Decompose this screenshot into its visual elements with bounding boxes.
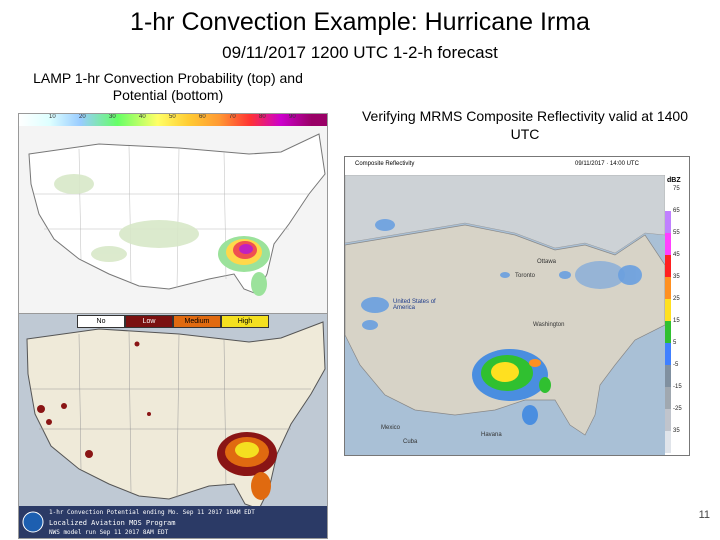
- potential-footer-title: 1-hr Convection Potential ending Mo. Sep…: [49, 509, 255, 516]
- caption-lamp: LAMP 1-hr Convection Probability (top) a…: [33, 70, 303, 103]
- dbz-scale-step: 35: [665, 428, 689, 453]
- category-high: High: [221, 315, 269, 328]
- probability-color-legend: [19, 114, 327, 126]
- dbz-scale-step: -5: [665, 362, 689, 387]
- dbz-scale-label: -25: [673, 406, 682, 412]
- place-toronto: Toronto: [515, 273, 536, 279]
- potential-footer-run: NWS model run Sep 11 2017 8AM EDT: [49, 529, 169, 536]
- us-map-bottom: [19, 314, 327, 538]
- lamp-potential-map: No Low Medium High 1-hr Convection Poten…: [18, 313, 328, 539]
- legend-tick: 50: [169, 114, 176, 120]
- category-medium: Medium: [173, 315, 221, 328]
- place-cuba: Cuba: [403, 439, 418, 445]
- irma-reflectivity-core: [472, 349, 551, 425]
- place-usa: United States of America: [393, 299, 436, 311]
- dbz-scale-label: 55: [673, 230, 680, 236]
- dbz-scale-step: 45: [665, 252, 689, 277]
- dbz-scale-label: 5: [673, 340, 677, 346]
- dbz-scale-step: 35: [665, 274, 689, 299]
- category-no: No: [77, 315, 125, 328]
- legend-tick: 20: [79, 114, 86, 120]
- legend-tick: 70: [229, 114, 236, 120]
- us-map-top: [19, 126, 327, 314]
- lamp-probability-map: 10 20 30 40 50 60 70 80 90: [18, 113, 328, 315]
- irma-probability-core: [218, 236, 270, 296]
- legend-tick: 10: [49, 114, 56, 120]
- caption-mrms: Verifying MRMS Composite Reflectivity va…: [361, 108, 689, 142]
- dbz-scale-label: -15: [673, 384, 682, 390]
- dbz-scale-label: 15: [673, 318, 680, 324]
- legend-tick: 80: [259, 114, 266, 120]
- legend-tick: 30: [109, 114, 116, 120]
- dbz-scale-label: 75: [673, 186, 680, 192]
- page-number: 11: [698, 509, 710, 521]
- mrms-header-title: Composite Reflectivity: [355, 161, 415, 167]
- noaa-logo-icon: [22, 511, 44, 533]
- legend-tick: 90: [289, 114, 296, 120]
- potential-footer-program: Localized Aviation MOS Program: [49, 519, 176, 527]
- place-havana: Havana: [481, 432, 502, 438]
- mrms-reflectivity-map: Composite Reflectivity 09/11/2017 · 14:0…: [344, 156, 690, 456]
- place-washington: Washington: [533, 322, 565, 328]
- dbz-scale-step: 75: [665, 186, 689, 211]
- slide-title: 1-hr Convection Example: Hurricane Irma: [130, 8, 590, 36]
- dbz-scale-step: -25: [665, 406, 689, 431]
- dbz-scale-label: 65: [673, 208, 680, 214]
- place-ottawa: Ottawa: [537, 259, 557, 265]
- dbz-scale-step: -15: [665, 384, 689, 409]
- mrms-map-body: [345, 175, 665, 455]
- dbz-scale-label: 35: [673, 274, 680, 280]
- place-mexico: Mexico: [381, 425, 401, 431]
- mrms-header: Composite Reflectivity 09/11/2017 · 14:0…: [345, 157, 689, 176]
- category-low: Low: [125, 315, 173, 328]
- dbz-scale-step: 55: [665, 230, 689, 255]
- dbz-scale-step: 15: [665, 318, 689, 343]
- dbz-unit: dBZ: [667, 177, 681, 184]
- legend-tick: 40: [139, 114, 146, 120]
- slide-subtitle: 09/11/2017 1200 UTC 1-2-h forecast: [222, 43, 498, 62]
- dbz-scale-step: 65: [665, 208, 689, 233]
- dbz-scale-label: -5: [673, 362, 679, 368]
- dbz-scale-label: 35: [673, 428, 680, 434]
- dbz-scale-label: 25: [673, 296, 680, 302]
- mrms-header-time: 09/11/2017 · 14:00 UTC: [575, 161, 639, 167]
- dbz-color-scale: dBZ 75 65 55 45 35 25 15 5 -5 -15 -25 35: [665, 175, 689, 455]
- legend-tick: 60: [199, 114, 206, 120]
- irma-potential-core: [217, 432, 277, 500]
- dbz-scale-label: 45: [673, 252, 680, 258]
- dbz-scale-step: 5: [665, 340, 689, 365]
- dbz-scale-step: 25: [665, 296, 689, 321]
